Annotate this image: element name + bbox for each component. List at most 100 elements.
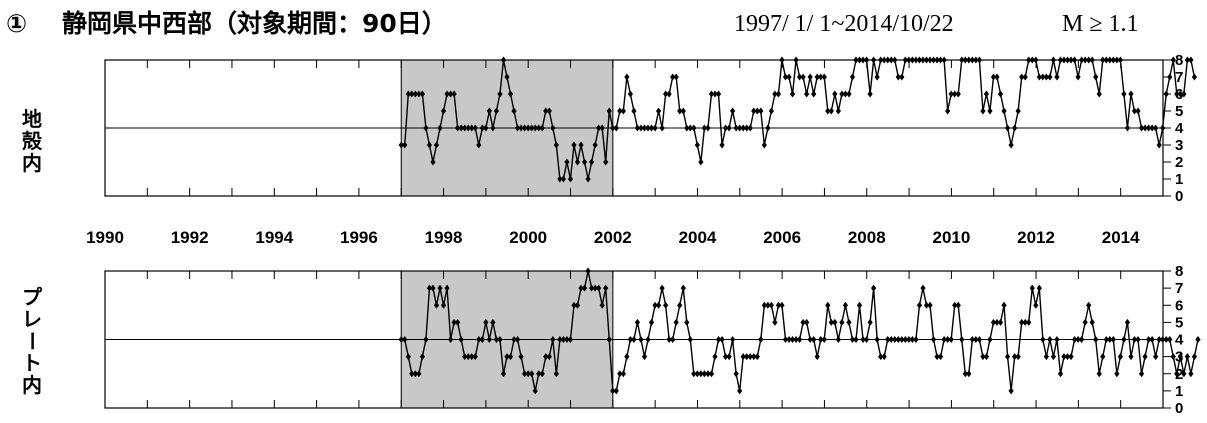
data-point	[627, 336, 633, 343]
data-point	[1029, 56, 1035, 64]
data-point	[1086, 301, 1092, 309]
data-point	[684, 318, 690, 326]
data-point	[648, 318, 655, 326]
data-point	[863, 56, 870, 64]
data-point	[740, 353, 746, 361]
data-point	[980, 353, 986, 361]
data-point	[483, 124, 489, 132]
data-point	[878, 353, 884, 361]
data-point	[1068, 353, 1074, 361]
data-point	[645, 124, 651, 132]
y-tick-label: 2	[1175, 366, 1183, 383]
data-point	[1142, 124, 1148, 132]
data-point	[1149, 336, 1155, 343]
data-point	[571, 141, 577, 149]
y-tick-label: 4	[1175, 120, 1184, 137]
data-point	[419, 353, 425, 361]
data-point	[1036, 73, 1042, 81]
data-point	[768, 301, 774, 309]
data-point	[1181, 90, 1187, 98]
data-point	[458, 124, 464, 132]
data-point	[655, 107, 662, 115]
data-point	[497, 90, 503, 98]
data-point	[825, 107, 831, 115]
data-point	[715, 90, 722, 98]
data-point	[507, 90, 514, 98]
data-point	[930, 56, 937, 64]
data-point	[546, 107, 552, 115]
data-point	[589, 284, 595, 292]
data-point	[1138, 124, 1145, 132]
y-tick-label: 1	[1175, 171, 1183, 188]
data-point	[920, 56, 926, 64]
data-point	[1054, 336, 1060, 343]
data-point	[493, 107, 500, 115]
data-point	[1163, 90, 1169, 98]
data-point	[955, 90, 961, 98]
data-point	[952, 301, 958, 309]
data-point	[437, 124, 443, 132]
data-point	[1079, 56, 1085, 64]
data-point	[1177, 353, 1183, 361]
data-point	[832, 318, 838, 326]
data-point	[659, 124, 665, 132]
data-point	[1093, 336, 1099, 343]
data-point	[881, 56, 887, 64]
data-point	[1114, 370, 1120, 378]
data-point	[874, 336, 880, 343]
data-point	[525, 124, 531, 132]
data-point	[522, 124, 528, 132]
data-point	[1026, 318, 1032, 326]
data-point	[796, 336, 803, 343]
data-point	[687, 336, 693, 343]
data-point	[1050, 353, 1057, 361]
y-axis-label-char: レ	[22, 307, 42, 331]
data-point	[1163, 336, 1169, 343]
data-point	[878, 56, 884, 64]
data-point	[673, 318, 679, 326]
data-point	[733, 370, 739, 378]
data-point	[620, 107, 626, 115]
x-tick-label: 2004	[679, 228, 717, 247]
data-point	[426, 284, 433, 292]
y-tick-label: 3	[1175, 137, 1183, 154]
data-point	[945, 336, 951, 343]
data-point	[1170, 56, 1176, 64]
data-point	[1170, 353, 1176, 361]
data-point	[666, 336, 672, 343]
data-point	[1131, 336, 1138, 343]
data-point	[698, 370, 704, 378]
data-point	[1036, 284, 1042, 292]
data-point	[677, 107, 683, 115]
data-point	[409, 370, 415, 378]
data-point	[620, 370, 626, 378]
data-point	[722, 353, 729, 361]
data-point	[1015, 107, 1021, 115]
data-point	[796, 73, 803, 81]
data-point	[553, 141, 559, 149]
data-point	[680, 284, 686, 292]
data-point	[1156, 336, 1162, 343]
y-tick-label: 6	[1175, 297, 1183, 314]
data-point	[490, 124, 496, 132]
data-point	[846, 318, 852, 326]
data-point	[867, 318, 873, 326]
data-point	[980, 107, 986, 115]
data-point	[687, 124, 693, 132]
data-point	[430, 158, 436, 166]
data-point	[969, 56, 975, 64]
data-point	[1167, 73, 1173, 81]
data-point	[469, 124, 475, 132]
data-point	[663, 301, 669, 309]
data-point	[666, 90, 672, 98]
data-point	[1004, 353, 1011, 361]
data-point	[1188, 56, 1194, 64]
data-point	[828, 107, 834, 115]
data-point	[613, 124, 619, 132]
data-point	[952, 90, 958, 98]
data-point	[807, 73, 813, 81]
data-point	[514, 124, 521, 132]
data-point	[603, 284, 609, 292]
data-point	[546, 353, 552, 361]
